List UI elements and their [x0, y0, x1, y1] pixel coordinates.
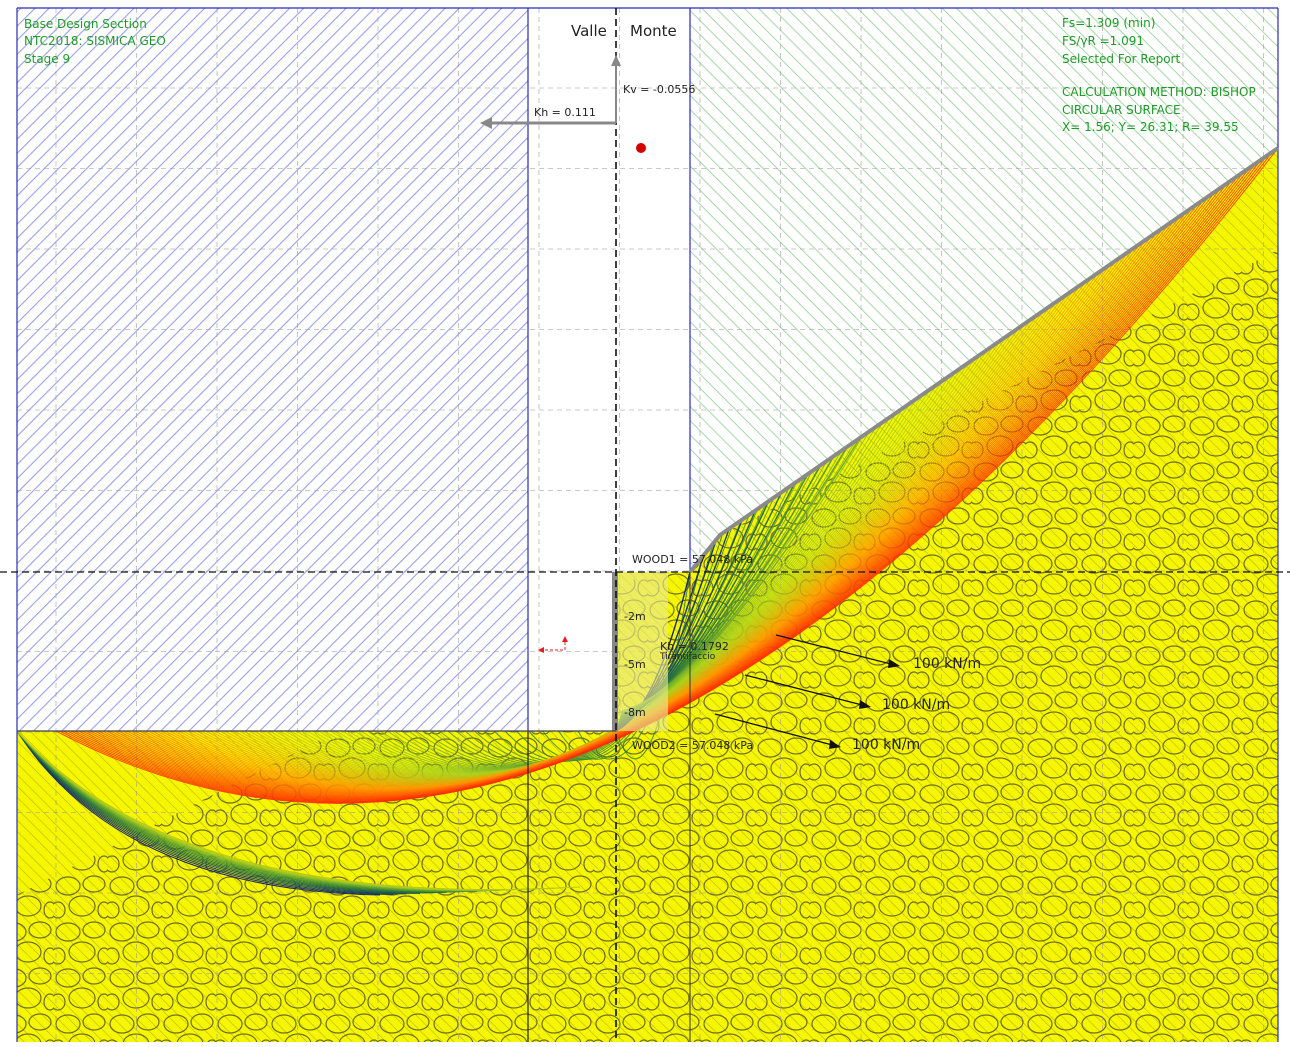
fs-gamma-r-label: FS/γR =1.091: [1062, 34, 1145, 48]
slip-surface-curve: [17, 730, 381, 896]
local-axes-icon: [538, 636, 568, 653]
load-arrows: [714, 634, 900, 749]
slip-surface-curve: [17, 730, 394, 895]
circle-coordinates-label: X= 1.56; Y= 26.31; R= 39.55: [1062, 120, 1239, 134]
depth-label-8m: -8m: [624, 706, 646, 719]
kv-coefficient-label: Kv = -0.0556: [623, 83, 696, 96]
slip-surface-curve: [542, 532, 724, 760]
kv-arrow: [611, 55, 621, 123]
critical-circle-center-marker[interactable]: [636, 143, 646, 153]
slip-surface-curve: [17, 730, 461, 893]
wood2-pressure-label: WOOD2 = 57.048 kPa: [632, 739, 754, 752]
load-label-1: 100 kN/m: [913, 656, 982, 672]
slip-surface-curve: [17, 730, 474, 893]
slip-surface-curve: [17, 730, 407, 895]
slip-surface-curve: [615, 571, 691, 760]
stage-label: Stage 9: [24, 52, 71, 66]
excavation-zone-valley: [17, 8, 528, 731]
slip-surface-curve: [17, 730, 434, 894]
wood1-pressure-label: WOOD1 = 57.048 kPa: [632, 553, 754, 566]
calculation-method-label: CALCULATION METHOD: BISHOP: [1062, 85, 1256, 99]
slip-surface-curve: [17, 730, 421, 894]
retaining-wall: [612, 572, 668, 731]
section-name-label: Base Design Section: [24, 17, 147, 31]
kh-coefficient-label: Kh = 0.111: [534, 106, 596, 119]
depth-label-5m: -5m: [624, 658, 646, 671]
load-label-2: 100 kN/m: [882, 697, 951, 713]
slip-surface-curve: [17, 730, 581, 891]
valle-side-label: Valle: [571, 22, 607, 40]
slip-surface-curve: [17, 730, 447, 893]
frame-lines: [0, 7, 1290, 1042]
anchor-name-label: Tirantifaccio: [660, 652, 716, 662]
selected-for-report-label: Selected For Report: [1062, 52, 1181, 66]
upslope-zone-monte: [690, 8, 1278, 572]
monte-side-label: Monte: [630, 22, 677, 40]
anchor-kh-label: Kh = 0.1792: [660, 640, 729, 653]
load-label-3: 100 kN/m: [852, 737, 921, 753]
code-standard-label: NTC2018: SISMICA GEO: [24, 34, 166, 48]
fs-min-label: Fs=1.309 (min): [1062, 16, 1156, 30]
surface-type-label: CIRCULAR SURFACE: [1062, 103, 1181, 117]
depth-label-2m: -2m: [624, 610, 646, 623]
kh-arrow: [480, 117, 616, 129]
